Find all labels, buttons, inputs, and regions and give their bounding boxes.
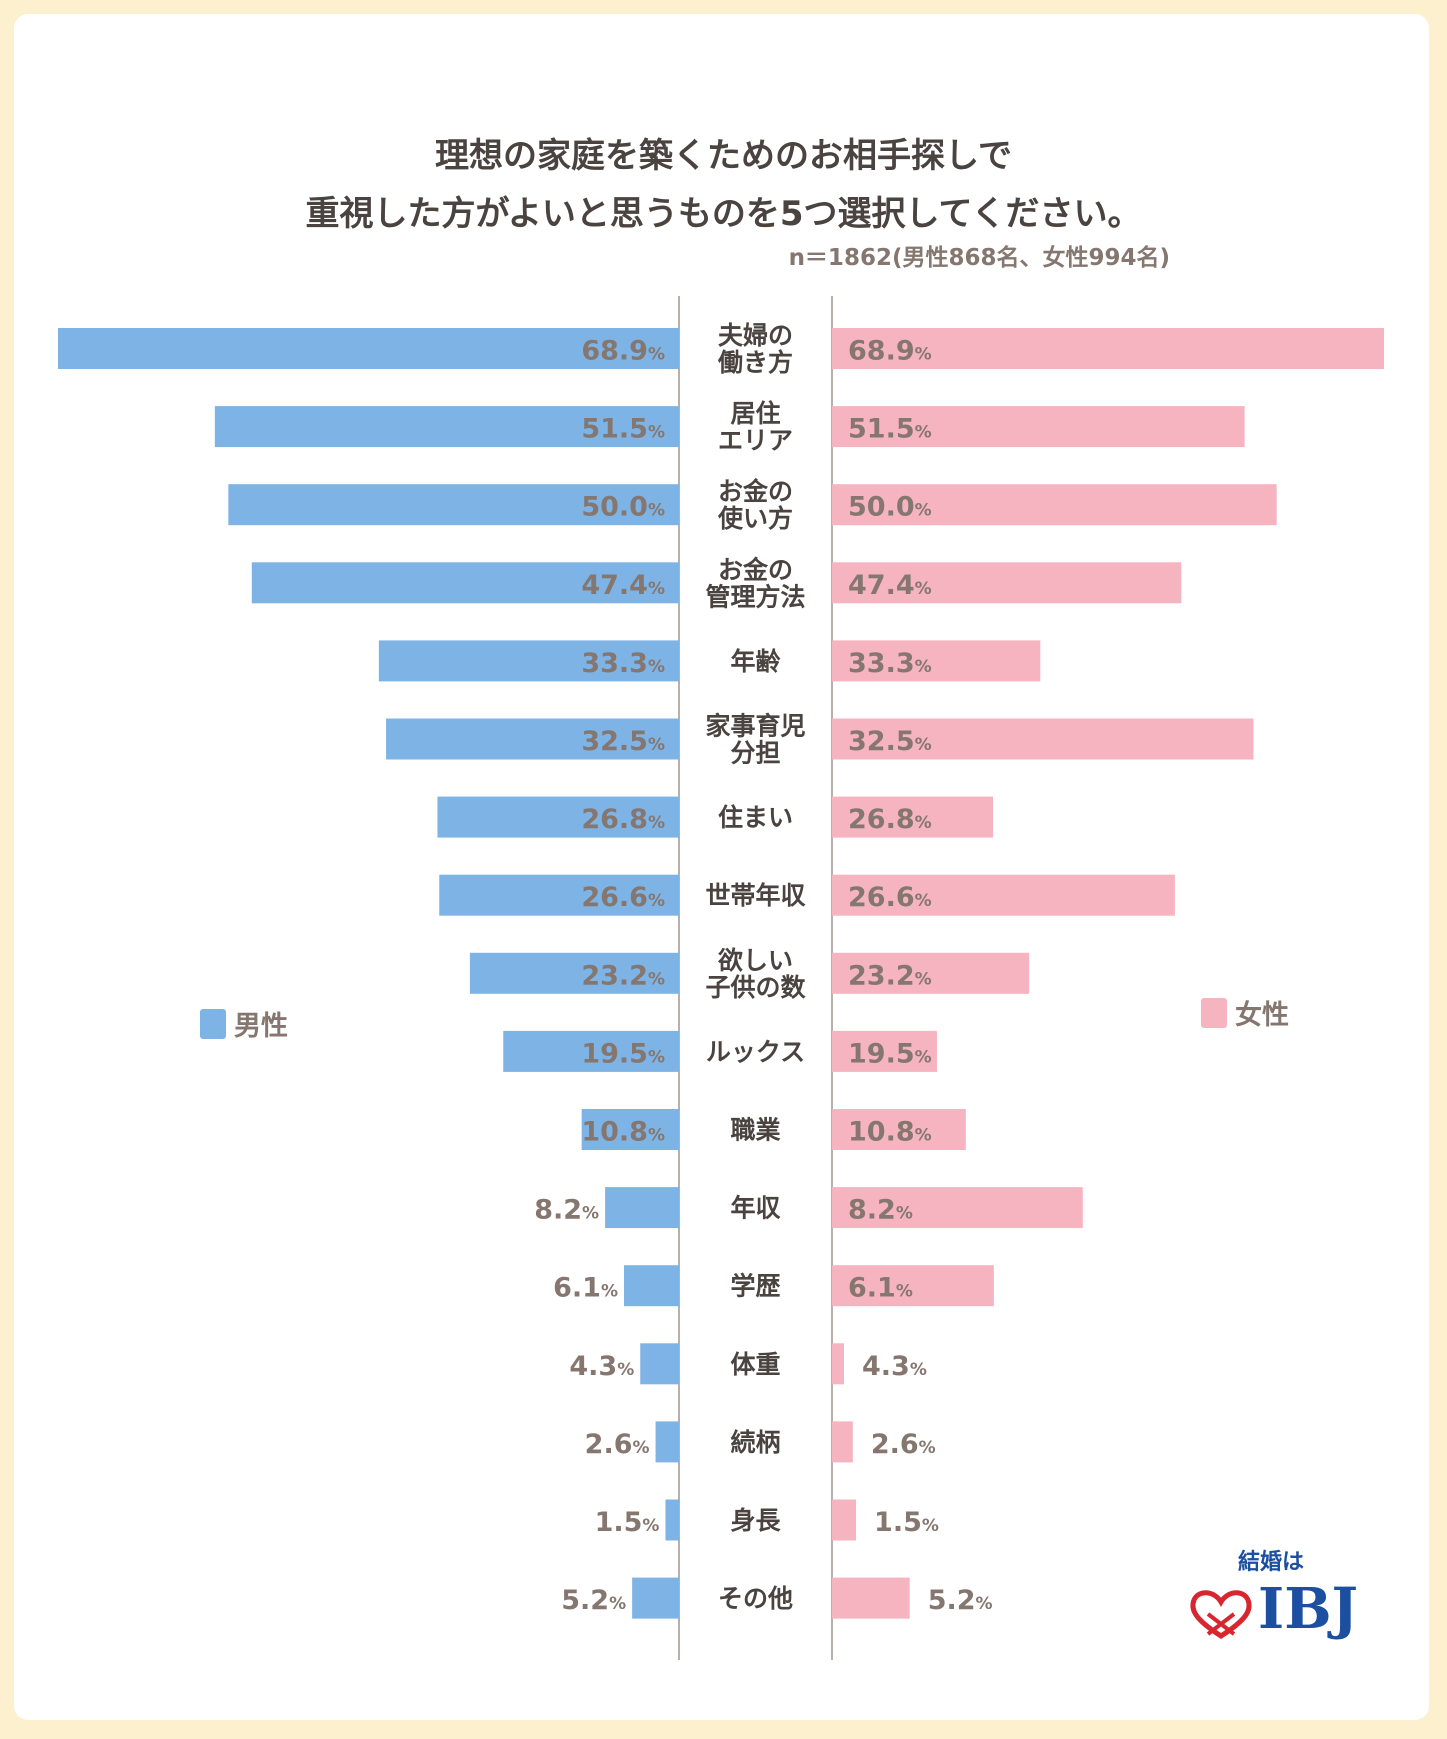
female-bar (832, 562, 1182, 604)
category-label: 働き方 (717, 348, 793, 377)
male-bar (503, 1030, 679, 1072)
male-bar (378, 640, 679, 682)
category-label: 年収 (730, 1194, 781, 1223)
female-bar (832, 718, 1254, 760)
male-bar (251, 562, 680, 604)
female-value-label: 1.5% (874, 1507, 939, 1538)
female-bar (832, 952, 1030, 994)
male-bar (665, 1499, 679, 1541)
male-bar (624, 1265, 679, 1307)
male-bar (214, 406, 680, 448)
female-bar (832, 640, 1041, 682)
category-label: エリア (718, 426, 793, 455)
male-value-label: 4.3% (569, 1351, 634, 1382)
female-bar (832, 1187, 1083, 1229)
category-label: 住まい (718, 803, 793, 832)
female-value-label: 2.6% (871, 1429, 936, 1460)
male-bar (437, 796, 679, 838)
female-bar (832, 328, 1384, 369)
category-label: 身長 (730, 1506, 781, 1535)
male-bar (605, 1187, 679, 1229)
female-bar (832, 406, 1245, 448)
male-value-label: 8.2% (534, 1195, 599, 1226)
category-label: 職業 (730, 1116, 780, 1145)
category-label: 分担 (730, 739, 780, 768)
legend-male-swatch (200, 1008, 226, 1039)
female-bar (832, 796, 994, 838)
category-label: 家事育児 (705, 712, 805, 741)
category-label: 欲しい (717, 946, 793, 975)
female-value-label: 5.2% (928, 1585, 993, 1616)
logo-tagline: 結婚は (1238, 1549, 1305, 1575)
category-label: 居住 (730, 399, 780, 428)
category-label: 続柄 (730, 1428, 780, 1457)
logo-brand: IBJ (1258, 1576, 1359, 1642)
chart-title-line-1: 理想の家庭を築くためのお相手探しで (435, 136, 1012, 176)
female-bar (832, 874, 1175, 916)
chart-card (14, 14, 1429, 1720)
category-label: 子供の数 (705, 973, 806, 1002)
male-value-label: 1.5% (595, 1507, 660, 1538)
female-bar (832, 1421, 853, 1463)
male-bar (58, 328, 679, 369)
female-bar (832, 484, 1277, 526)
male-value-label: 6.1% (553, 1273, 618, 1304)
sample-size-note: n＝1862(男性868名、女性994名) (788, 245, 1170, 271)
male-value-label: 5.2% (561, 1585, 626, 1616)
male-bar (640, 1343, 679, 1385)
category-label: その他 (718, 1584, 793, 1613)
male-value-label: 19.5% (581, 1038, 665, 1069)
category-label: 世帯年収 (705, 881, 806, 910)
category-label: ルックス (706, 1037, 805, 1066)
category-label: お金の (718, 555, 793, 584)
ibj-logo: 結婚は IBJ (1186, 1540, 1376, 1660)
legend-female-label: 女性 (1235, 1000, 1289, 1031)
legend-female: 女性 (1201, 993, 1289, 1032)
female-bar (832, 1499, 857, 1541)
category-label: 体重 (730, 1350, 780, 1379)
female-bar (832, 1577, 910, 1619)
male-bar (632, 1577, 679, 1619)
male-value-label: 26.8% (581, 804, 665, 835)
male-bar (386, 718, 679, 760)
category-label: 学歴 (730, 1272, 780, 1301)
legend-male: 男性 (200, 1004, 288, 1043)
male-bar (469, 952, 679, 994)
female-bar (832, 1109, 966, 1150)
category-label: 管理方法 (705, 582, 805, 611)
category-label: 使い方 (717, 504, 793, 533)
female-value-label: 4.3% (862, 1351, 927, 1382)
male-bar (439, 874, 679, 916)
male-bar (581, 1109, 679, 1150)
chart-title-line-2: 重視した方がよいと思うものを5つ選択してください。 (305, 194, 1142, 234)
male-bar (655, 1421, 679, 1463)
male-value-label: 2.6% (585, 1429, 650, 1460)
female-bar (832, 1030, 937, 1072)
female-bar (832, 1265, 994, 1307)
category-label: お金の (718, 477, 793, 506)
category-label: 年齢 (730, 647, 780, 676)
male-bar (228, 484, 680, 526)
female-bar (832, 1343, 845, 1385)
male-value-label: 68.9% (581, 336, 665, 367)
heart-icon (1190, 1590, 1252, 1639)
category-label: 夫婦の (718, 321, 793, 350)
legend-female-swatch (1201, 997, 1227, 1028)
legend-male-label: 男性 (234, 1011, 288, 1042)
